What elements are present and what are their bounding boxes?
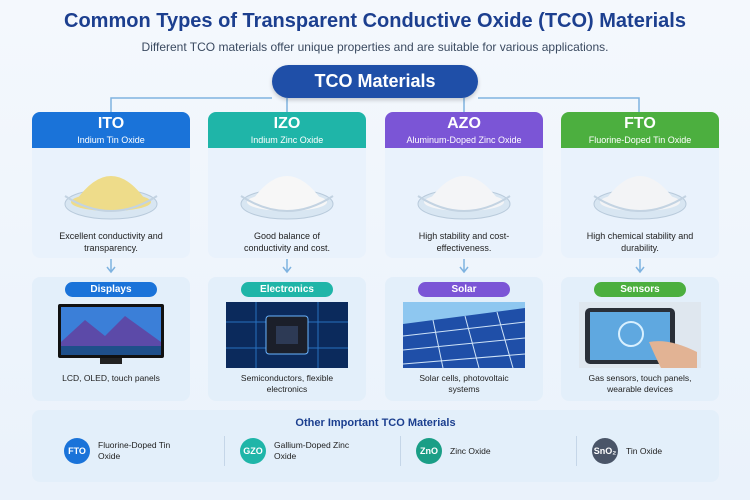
arrow bbox=[635, 259, 645, 280]
application-image bbox=[50, 302, 172, 373]
illustration-shape bbox=[106, 259, 116, 274]
connector-line bbox=[110, 97, 640, 112]
material-card: Good balance of conductivity and cost. bbox=[208, 148, 366, 258]
illustration-shape bbox=[100, 358, 122, 364]
other-name: Zinc Oxide bbox=[450, 446, 491, 456]
arrow bbox=[459, 259, 469, 280]
material-header: AZO Aluminum-Doped Zinc Oxide bbox=[385, 112, 543, 148]
application-description: Semiconductors, flexible electronics bbox=[240, 373, 334, 394]
illustration-shape bbox=[635, 259, 645, 274]
application-card: Sensors Gas sensors, touch panels, wearab… bbox=[561, 277, 719, 401]
powder-image bbox=[237, 156, 337, 227]
other-badge: GZO bbox=[240, 438, 266, 464]
application-card: Electronics Semiconductors, flexible elec… bbox=[208, 277, 366, 401]
illustration-shape bbox=[402, 311, 526, 369]
illustration-shape bbox=[282, 259, 292, 274]
application-image bbox=[579, 302, 701, 373]
divider bbox=[224, 436, 225, 466]
application-image bbox=[402, 302, 526, 373]
illustration-shape bbox=[226, 302, 348, 368]
illustration-shape bbox=[106, 259, 116, 274]
title: Common Types of Transparent Conductive O… bbox=[64, 10, 686, 32]
other-title: Other Important TCO Materials bbox=[295, 417, 456, 429]
powder-image bbox=[590, 156, 690, 227]
illustration-shape bbox=[58, 304, 164, 364]
subtitle: Different TCO materials offer unique pro… bbox=[141, 40, 609, 54]
material-name: Fluorine-Doped Tin Oxide bbox=[588, 135, 692, 145]
arrow bbox=[282, 259, 292, 280]
illustration-shape bbox=[276, 326, 298, 344]
material-header: FTO Fluorine-Doped Tin Oxide bbox=[561, 112, 719, 148]
illustration-shape bbox=[64, 195, 158, 212]
divider bbox=[576, 436, 577, 466]
illustration-shape bbox=[417, 195, 511, 212]
illustration-shape bbox=[64, 176, 158, 220]
illustration-shape bbox=[635, 259, 645, 274]
material-abbr: ITO bbox=[97, 115, 125, 132]
illustration-shape bbox=[600, 193, 680, 211]
illustration-shape bbox=[459, 259, 469, 274]
material-name: Aluminum-Doped Zinc Oxide bbox=[406, 135, 522, 145]
material-description: Excellent conductivity and transparency. bbox=[59, 231, 163, 253]
material-name: Indium Zinc Oxide bbox=[250, 135, 324, 145]
illustration-shape bbox=[417, 176, 511, 220]
other-name: Fluorine-Doped Tin Oxide bbox=[98, 440, 171, 461]
application-description: LCD, OLED, touch panels bbox=[62, 373, 160, 383]
application-label: Sensors bbox=[594, 282, 686, 297]
material-name: Indium Tin Oxide bbox=[77, 135, 145, 145]
illustration-shape bbox=[61, 316, 161, 355]
other-badge: ZnO bbox=[416, 438, 442, 464]
material-abbr: FTO bbox=[624, 115, 656, 132]
application-image bbox=[226, 302, 348, 373]
illustration-shape bbox=[240, 176, 334, 220]
material-card: Excellent conductivity and transparency. bbox=[32, 148, 190, 258]
material-card: High stability and cost-effectiveness. bbox=[385, 148, 543, 258]
application-label: Displays bbox=[65, 282, 157, 297]
material-description: High stability and cost-effectiveness. bbox=[418, 231, 510, 253]
illustration-shape bbox=[424, 193, 504, 211]
illustration-shape bbox=[593, 176, 687, 220]
divider bbox=[400, 436, 401, 466]
illustration-shape bbox=[593, 195, 687, 212]
application-label: Electronics bbox=[241, 282, 333, 297]
material-header: ITO Indium Tin Oxide bbox=[32, 112, 190, 148]
other-name: Gallium-Doped Zinc Oxide bbox=[274, 440, 350, 461]
illustration-shape bbox=[61, 346, 161, 355]
arrow bbox=[106, 259, 116, 280]
illustration-shape bbox=[618, 321, 644, 347]
illustration-shape bbox=[240, 195, 334, 212]
other-name: Tin Oxide bbox=[626, 446, 663, 456]
powder-image bbox=[414, 156, 514, 227]
illustration-shape bbox=[282, 259, 292, 274]
illustration-shape bbox=[402, 302, 526, 369]
other-panel: Other Important TCO Materials FTO Fluorin… bbox=[32, 410, 719, 482]
application-label: Solar bbox=[418, 282, 510, 297]
illustration-shape bbox=[247, 193, 327, 211]
application-description: Gas sensors, touch panels, wearable devi… bbox=[588, 373, 692, 394]
application-description: Solar cells, photovoltaic systems bbox=[419, 373, 509, 394]
material-abbr: AZO bbox=[447, 115, 481, 132]
material-description: Good balance of conductivity and cost. bbox=[243, 231, 331, 253]
root-node: TCO Materials bbox=[272, 65, 478, 98]
material-description: High chemical stability and durability. bbox=[586, 231, 694, 253]
illustration-shape bbox=[579, 302, 701, 368]
powder-image bbox=[61, 156, 161, 227]
material-header: IZO Indium Zinc Oxide bbox=[208, 112, 366, 148]
application-card: Solar Solar cells, photovoltaic systems bbox=[385, 277, 543, 401]
other-badge: FTO bbox=[64, 438, 90, 464]
illustration-shape bbox=[649, 341, 697, 368]
other-badge: SnO₂ bbox=[592, 438, 618, 464]
illustration-shape bbox=[459, 259, 469, 274]
application-card: Displays LCD, OLED, touch panels bbox=[32, 277, 190, 401]
illustration-shape bbox=[71, 193, 151, 211]
material-abbr: IZO bbox=[273, 115, 301, 132]
material-card: High chemical stability and durability. bbox=[561, 148, 719, 258]
